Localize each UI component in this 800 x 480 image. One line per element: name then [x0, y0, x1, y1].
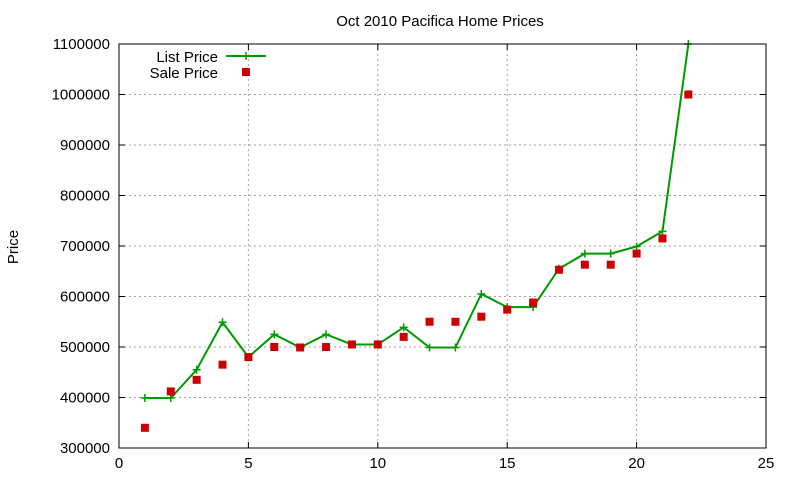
- legend: List Price Sale Price: [150, 49, 266, 82]
- sale-price-point: [451, 317, 460, 326]
- x-tick-label: 5: [244, 455, 252, 472]
- list-price-point: [632, 242, 641, 251]
- sale-price-point: [270, 343, 279, 351]
- series: [140, 40, 693, 432]
- y-tick-label: 500000: [60, 339, 110, 356]
- sale-price-point: [425, 317, 434, 326]
- legend-label-list-price: List Price: [156, 49, 218, 66]
- sale-price-point: [347, 340, 356, 349]
- sale-price-point: [477, 312, 486, 321]
- y-tick-label: 900000: [60, 137, 110, 154]
- list-price-point: [606, 249, 615, 258]
- sale-price-point: [166, 387, 175, 396]
- y-axis-label: Price: [5, 230, 22, 264]
- y-tick-label: 1100000: [53, 36, 110, 53]
- sale-price-point: [503, 305, 512, 314]
- sale-price-point: [399, 332, 408, 341]
- grid: [119, 44, 766, 448]
- sale-price-point: [606, 260, 615, 269]
- list-price-point: [192, 365, 201, 374]
- sale-price-point: [554, 265, 563, 274]
- list-price-point: [399, 323, 408, 332]
- y-tick-label: 700000: [60, 238, 110, 255]
- sale-price-point: [529, 298, 538, 307]
- chart-title: Oct 2010 Pacifica Home Prices: [336, 13, 544, 30]
- list-price-point: [477, 289, 486, 298]
- y-tick-label: 400000: [60, 390, 110, 407]
- x-tick-label: 20: [628, 455, 645, 472]
- sale-price-point: [192, 375, 201, 384]
- plot-frame: [118, 43, 767, 449]
- x-tick-label: 10: [369, 455, 386, 472]
- list-price-point: [658, 227, 667, 236]
- list-price-line: [144, 43, 690, 400]
- sale-price-point: [373, 340, 382, 349]
- sale-price-point: [296, 343, 305, 352]
- sale-price-point: [244, 353, 253, 362]
- list-price-point: [580, 249, 589, 258]
- legend-label-sale-price: Sale Price: [150, 65, 218, 82]
- list-price-point: [425, 343, 434, 352]
- sale-price-point: [658, 234, 667, 243]
- legend-swatch-sale-price: [242, 68, 250, 76]
- legend-marker-list-price: [242, 52, 250, 60]
- list-price-point: [140, 394, 149, 403]
- list-price-point: [218, 318, 227, 327]
- x-tick-label: 15: [499, 455, 516, 472]
- sale-price-point: [218, 360, 227, 369]
- sale-price-point: [684, 90, 693, 99]
- y-tick-label: 300000: [60, 440, 110, 457]
- sale-price-point: [580, 260, 589, 269]
- x-tick-label: 0: [115, 455, 123, 472]
- list-price-point: [322, 330, 331, 339]
- x-tick-label: 25: [758, 455, 775, 472]
- list-price-point: [451, 343, 460, 352]
- sale-price-point: [322, 343, 331, 351]
- sale-price-point: [632, 249, 641, 258]
- ticks: 0 5 10 15 20 25 300000 400000 500000 600000 700000…: [52, 36, 775, 472]
- list-price-point: [270, 330, 279, 339]
- y-tick-label: 1000000: [52, 87, 110, 104]
- y-tick-label: 800000: [60, 188, 110, 205]
- y-tick-label: 600000: [60, 289, 110, 306]
- sale-price-point: [140, 423, 149, 432]
